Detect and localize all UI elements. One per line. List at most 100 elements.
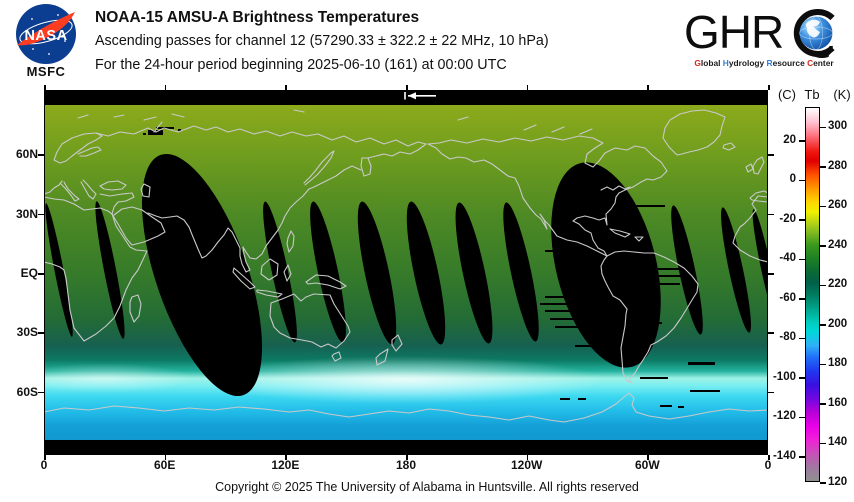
lat-tick-left xyxy=(38,273,44,275)
colorbar-k-label-300: 300 xyxy=(828,120,848,133)
polar-band-north xyxy=(44,90,768,105)
colorbar-k-label-220: 220 xyxy=(828,278,848,291)
colorbar-k-label-120: 120 xyxy=(828,475,848,488)
colorbar-c-label-0: 0 xyxy=(789,173,796,186)
lon-tick-label-0: 0 xyxy=(40,458,48,472)
lat-tick-left xyxy=(38,154,44,156)
lon-tick-top xyxy=(768,85,770,90)
lon-tick-bottom xyxy=(44,455,46,460)
colorbar-c-tick xyxy=(799,219,805,221)
colorbar-k-tick xyxy=(820,403,826,405)
colorbar-c-tick xyxy=(799,258,805,261)
ghrc-c-arc xyxy=(793,9,835,57)
colorbar-k-tick xyxy=(820,205,826,208)
lat-tick-left xyxy=(38,213,44,215)
nasa-logo: NASA xyxy=(16,4,76,64)
ghrc-tagline-segment: enter xyxy=(813,58,834,68)
lon-tick-top xyxy=(285,85,287,90)
colorbar-k-label-280: 280 xyxy=(828,159,848,172)
lon-tick-label-120E: 120E xyxy=(271,458,300,472)
ghrc-tagline: Global Hydrology Resource Center xyxy=(684,58,844,68)
colorbar-c-tick xyxy=(799,337,805,340)
brightness-temperature-map xyxy=(44,90,768,455)
lon-tick-label-60E: 60E xyxy=(153,458,176,472)
colorbar-k-tick xyxy=(820,324,826,326)
colorbar-c-tick xyxy=(799,416,805,419)
large-gap-americas xyxy=(551,162,661,368)
ghrc-tagline-segment: C xyxy=(807,58,814,68)
lon-tick-bottom xyxy=(526,455,529,460)
lon-tick-label-60W: 60W xyxy=(634,458,660,472)
lon-tick-top xyxy=(647,85,649,90)
colorbar-k-tick xyxy=(820,126,826,129)
ghrc-globe-stand-base xyxy=(815,54,829,58)
colorbar-k-tick xyxy=(820,363,826,366)
colorbar-c-label-20: 20 xyxy=(783,133,796,146)
bright-band-south xyxy=(204,356,604,404)
colorbar-k-tick xyxy=(820,442,826,445)
ghrc-wordmark: GHR xyxy=(684,6,835,58)
colorbar-k-label-180: 180 xyxy=(828,357,848,370)
lon-tick-bottom xyxy=(285,455,287,460)
colorbar-c-label--140: -140 xyxy=(772,449,796,462)
ghrc-tagline-segment: ydrology xyxy=(728,58,767,68)
lat-tick-label-EQ: EQ xyxy=(20,266,38,280)
colorbar-c-tick xyxy=(799,298,805,300)
lon-tick-top xyxy=(164,85,167,90)
colorbar-unit-kelvin: (K) xyxy=(833,87,851,102)
colorbar-c-tick xyxy=(799,179,805,182)
copyright-line: Copyright © 2025 The University of Alaba… xyxy=(215,480,639,494)
lat-tick-left xyxy=(38,332,44,334)
lat-tick-label-60N: 60N xyxy=(15,147,38,161)
colorbar-k-label-160: 160 xyxy=(828,396,848,409)
lat-tick-right xyxy=(768,154,774,156)
colorbar xyxy=(805,107,820,482)
colorbar-c-label--80: -80 xyxy=(779,331,796,344)
colorbar-k-label-240: 240 xyxy=(828,238,848,251)
colorbar-quantity-label: Tb xyxy=(804,87,820,102)
lon-tick-bottom xyxy=(406,455,408,460)
lon-tick-top xyxy=(44,85,46,90)
ghrc-globe-landmass xyxy=(805,19,820,38)
ghrc-tagline-segment: R xyxy=(766,58,773,68)
lat-tick-label-30S: 30S xyxy=(16,325,38,340)
lon-tick-top xyxy=(406,85,408,90)
lat-tick-right xyxy=(768,332,774,334)
ghrc-tagline-segment: lobal xyxy=(700,58,723,68)
lon-tick-label-120W: 120W xyxy=(510,458,543,472)
lat-tick-right xyxy=(768,391,774,394)
polar-band-south xyxy=(44,440,768,455)
colorbar-c-label--40: -40 xyxy=(779,252,796,265)
msfc-label: MSFC xyxy=(26,64,66,79)
lon-tick-label-0: 0 xyxy=(764,458,772,472)
lon-tick-label-180: 180 xyxy=(395,458,417,472)
map-frame xyxy=(44,90,768,455)
coastlines xyxy=(44,109,768,423)
no-data-swaths xyxy=(44,90,768,455)
colorbar-k-tick xyxy=(820,284,826,287)
nasa-swoosh xyxy=(17,12,75,46)
colorbar-c-label--20: -20 xyxy=(779,212,796,225)
colorbar-c-tick xyxy=(799,377,805,379)
page-subtitle-channel: Ascending passes for channel 12 (57290.3… xyxy=(95,33,549,49)
lon-tick-bottom xyxy=(768,455,770,460)
pass-direction-arrow-icon xyxy=(404,92,436,100)
dropout-streaks xyxy=(540,205,720,408)
colorbar-k-label-140: 140 xyxy=(828,436,848,449)
large-gap-asia xyxy=(141,153,263,397)
nasa-wordmark-text: NASA xyxy=(24,28,67,44)
page-subtitle-period: For the 24-hour period beginning 2025-06… xyxy=(95,57,507,73)
colorbar-k-label-200: 200 xyxy=(828,317,848,330)
colorbar-c-label--60: -60 xyxy=(779,291,796,304)
colorbar-unit-celsius: (C) xyxy=(777,87,797,102)
colorbar-c-label--120: -120 xyxy=(772,410,796,423)
ghrc-tagline-segment: G xyxy=(694,58,701,68)
lon-tick-bottom xyxy=(164,455,167,460)
lon-tick-bottom xyxy=(647,455,649,460)
colorbar-k-tick xyxy=(820,245,826,247)
colorbar-c-tick xyxy=(799,456,805,458)
colorbar-k-tick xyxy=(820,166,826,168)
colorbar-c-label--100: -100 xyxy=(772,370,796,383)
colorbar-k-tick xyxy=(820,482,826,484)
